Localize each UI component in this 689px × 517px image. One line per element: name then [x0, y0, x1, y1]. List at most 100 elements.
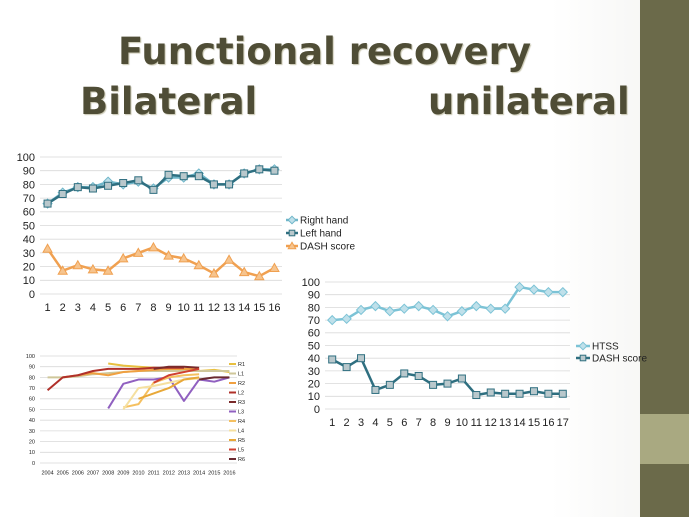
- x-tick-label: 5: [105, 302, 111, 314]
- data-point: [132, 247, 144, 257]
- x-tick-label: 2: [60, 302, 66, 314]
- x-tick-label: 4: [90, 302, 96, 314]
- series-line: [198, 376, 230, 381]
- x-tick-label: 8: [430, 417, 436, 429]
- series-line: [46, 246, 276, 278]
- y-tick-label: 20: [308, 378, 320, 390]
- data-point: [208, 267, 220, 278]
- y-tick-label: 40: [308, 353, 320, 365]
- x-tick-label: 4: [372, 417, 378, 429]
- x-tick-label: 9: [166, 302, 172, 314]
- data-point: [471, 300, 482, 312]
- data-point: [442, 311, 453, 322]
- right-heading: unilateral: [428, 80, 630, 123]
- data-point: [385, 380, 394, 389]
- x-tick-label: 2013: [178, 471, 190, 477]
- x-tick-label: 11: [471, 417, 482, 429]
- x-tick-label: 5: [387, 417, 393, 429]
- x-tick-label: 17: [557, 417, 569, 429]
- y-tick-label: 10: [23, 275, 35, 287]
- x-tick-label: 2009: [117, 471, 129, 477]
- x-tick-label: 13: [223, 302, 235, 314]
- y-tick-label: 70: [29, 386, 35, 392]
- legend-label: R6: [238, 457, 245, 463]
- legend-label: DASH score: [592, 354, 647, 365]
- x-tick-label: 16: [268, 302, 280, 314]
- data-point: [427, 304, 439, 316]
- data-point: [371, 385, 380, 394]
- legend-label: L2: [238, 390, 244, 396]
- x-tick-label: 2015: [208, 471, 220, 477]
- legend-marker: [287, 215, 297, 225]
- legend-label: R4: [238, 419, 245, 425]
- x-tick-label: 15: [253, 302, 265, 314]
- x-tick-label: 1: [45, 302, 51, 314]
- data-point: [472, 391, 481, 400]
- data-point: [544, 389, 553, 398]
- legend-label: Right hand: [300, 216, 348, 227]
- x-tick-label: 2011: [148, 471, 160, 477]
- legend-label: HTSS: [592, 342, 619, 353]
- data-point: [486, 388, 495, 397]
- slide-title: Functional recovery: [118, 30, 531, 73]
- x-tick-label: 12: [485, 417, 497, 429]
- x-tick-label: 14: [238, 302, 250, 314]
- y-tick-label: 30: [23, 248, 35, 260]
- data-point: [342, 363, 351, 372]
- x-tick-label: 2007: [87, 471, 99, 477]
- data-point: [429, 380, 438, 389]
- data-point: [88, 184, 97, 193]
- data-point: [253, 270, 265, 281]
- series-line: [46, 168, 275, 205]
- data-point: [42, 243, 53, 253]
- legend-label: R5: [238, 438, 245, 444]
- data-point: [499, 303, 511, 314]
- legend-marker: [287, 241, 297, 250]
- y-tick-label: 40: [23, 234, 35, 246]
- data-point: [399, 303, 410, 314]
- x-tick-label: 2: [344, 417, 350, 429]
- y-tick-label: 80: [23, 179, 35, 191]
- data-point: [134, 176, 143, 185]
- data-point: [104, 181, 113, 190]
- x-tick-label: 14: [513, 417, 525, 429]
- data-point: [558, 389, 567, 398]
- data-point: [225, 180, 234, 189]
- x-tick-label: 16: [542, 417, 554, 429]
- y-tick-label: 30: [308, 366, 320, 378]
- y-tick-label: 90: [308, 290, 320, 302]
- data-point: [164, 170, 173, 179]
- x-tick-label: 8: [150, 302, 156, 314]
- data-point: [73, 183, 82, 192]
- data-point: [102, 265, 114, 275]
- side-accent: [640, 414, 689, 464]
- y-tick-label: 60: [23, 207, 35, 219]
- legend-label: L4: [238, 428, 244, 434]
- y-tick-label: 50: [29, 407, 35, 413]
- y-tick-label: 0: [32, 461, 35, 467]
- y-tick-label: 90: [29, 365, 35, 371]
- data-point: [72, 259, 84, 270]
- y-tick-label: 60: [29, 397, 35, 403]
- data-point: [57, 265, 69, 275]
- x-tick-label: 2016: [223, 471, 235, 477]
- y-tick-label: 0: [29, 289, 35, 301]
- series-line: [62, 367, 200, 379]
- data-point: [178, 252, 190, 263]
- y-tick-label: 40: [29, 418, 35, 424]
- data-point: [240, 169, 249, 178]
- x-tick-label: 9: [444, 417, 450, 429]
- data-point: [501, 389, 510, 398]
- data-point: [384, 306, 396, 317]
- legend-label: DASH score: [300, 242, 355, 253]
- data-point: [414, 371, 423, 380]
- data-point: [370, 300, 381, 312]
- data-point: [223, 254, 235, 264]
- data-point: [400, 369, 409, 378]
- y-tick-label: 90: [23, 166, 35, 178]
- x-tick-label: 12: [208, 302, 220, 314]
- legend-label: R3: [238, 400, 245, 406]
- x-tick-label: 3: [358, 417, 364, 429]
